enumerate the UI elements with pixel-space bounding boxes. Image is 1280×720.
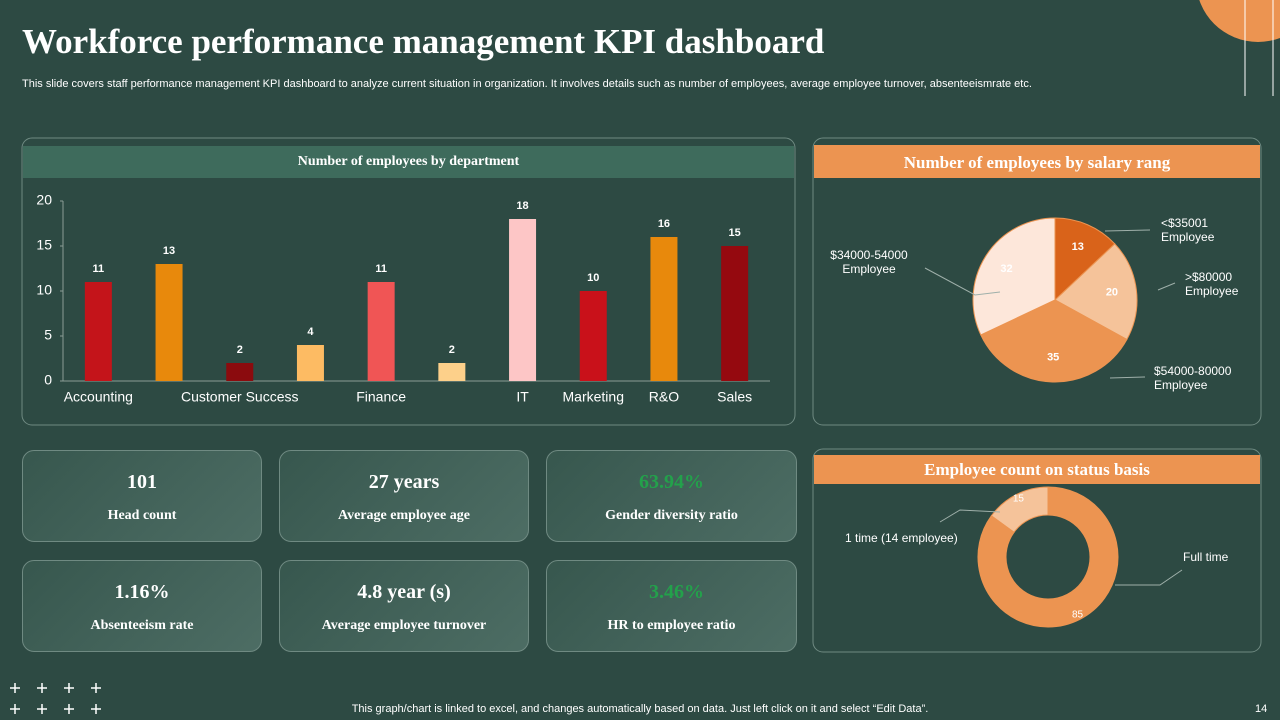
value-label: 10 bbox=[587, 272, 599, 284]
panel bbox=[812, 137, 1262, 426]
kpi-card: 4.8 year (s) Average employee turnover bbox=[279, 560, 529, 652]
kpi-value: 27 years bbox=[368, 471, 440, 493]
pie-slice bbox=[1054, 217, 1116, 302]
kpi-card: 63.94% Gender diversity ratio bbox=[546, 450, 797, 542]
value-label: 15 bbox=[1013, 494, 1025, 505]
leader-line bbox=[924, 267, 1001, 296]
bar bbox=[226, 363, 254, 381]
panel-header bbox=[23, 146, 794, 178]
x-tick-label: Customer Success bbox=[181, 389, 298, 405]
panel-title: Employee count on status basis bbox=[924, 460, 1150, 479]
leader-line bbox=[1109, 376, 1146, 379]
y-tick-label: 0 bbox=[44, 372, 52, 388]
value-label: 11 bbox=[93, 263, 105, 275]
subtitle: This slide covers staff performance mana… bbox=[22, 78, 1032, 90]
kpi-value: 63.94% bbox=[639, 471, 704, 493]
panel-title: Number of employees by department bbox=[297, 154, 520, 169]
panel-header bbox=[814, 145, 1260, 178]
value-label: 15 bbox=[729, 227, 741, 239]
x-tick-label: Finance bbox=[356, 389, 406, 405]
leader-line bbox=[1157, 282, 1176, 291]
slice-label: >$80000 Employee bbox=[1185, 270, 1239, 298]
bar bbox=[438, 363, 466, 381]
value-label: 13 bbox=[1072, 241, 1084, 253]
kpi-value: 3.46% bbox=[649, 581, 704, 603]
page-number: 14 bbox=[1255, 703, 1268, 715]
kpi-label: Average employee turnover bbox=[321, 618, 487, 633]
pie-slice bbox=[1054, 243, 1138, 341]
value-label: 20 bbox=[1106, 287, 1118, 299]
kpi-label: Absenteeism rate bbox=[90, 618, 194, 633]
value-label: 13 bbox=[163, 245, 175, 257]
slice-label: 1 time (14 employee) bbox=[845, 531, 958, 545]
x-tick-label: IT bbox=[516, 389, 529, 405]
bar bbox=[155, 264, 183, 381]
kpi-card: 101 Head count bbox=[22, 450, 262, 542]
x-tick-label: Sales bbox=[717, 389, 752, 405]
title: Workforce performance management KPI das… bbox=[22, 22, 825, 61]
panel-header bbox=[814, 455, 1260, 484]
value-label: 85 bbox=[1072, 610, 1084, 621]
value-label: 2 bbox=[449, 344, 455, 356]
y-tick-label: 15 bbox=[36, 237, 52, 253]
donut-slice bbox=[977, 486, 1119, 628]
pie-slice bbox=[980, 299, 1128, 383]
kpi-card: 27 years Average employee age bbox=[279, 450, 529, 542]
value-label: 16 bbox=[658, 218, 670, 230]
panel-title: Number of employees by salary rang bbox=[903, 153, 1171, 172]
bar bbox=[84, 282, 112, 381]
panel bbox=[21, 137, 796, 426]
leader-line bbox=[1115, 569, 1183, 586]
leader-line bbox=[1104, 229, 1151, 232]
bar bbox=[650, 237, 678, 381]
x-tick-label: Marketing bbox=[563, 389, 624, 405]
kpi-label: Gender diversity ratio bbox=[605, 508, 738, 523]
y-tick-label: 5 bbox=[44, 327, 52, 343]
value-label: 35 bbox=[1047, 351, 1059, 363]
bar bbox=[296, 345, 324, 381]
bar bbox=[579, 291, 607, 381]
decor-circle bbox=[1199, 0, 1280, 42]
value-label: 11 bbox=[375, 263, 387, 275]
slice-label: $54000-80000 Employee bbox=[1154, 364, 1232, 392]
value-label: 32 bbox=[1000, 263, 1012, 275]
pie-slice bbox=[972, 217, 1056, 336]
value-label: 4 bbox=[307, 326, 314, 338]
kpi-value: 1.16% bbox=[114, 581, 170, 603]
kpi-card: 3.46% HR to employee ratio bbox=[546, 560, 797, 652]
kpi-card: 1.16% Absenteeism rate bbox=[22, 560, 262, 652]
x-tick-label: R&O bbox=[649, 389, 679, 405]
panel bbox=[812, 448, 1262, 653]
bar bbox=[721, 246, 749, 381]
bar bbox=[367, 282, 395, 381]
leader-line bbox=[939, 509, 1001, 523]
value-label: 2 bbox=[237, 344, 243, 356]
footer: This graph/chart is linked to excel, and… bbox=[351, 703, 929, 715]
decor-plus bbox=[10, 683, 101, 714]
slice-label: $34000-54000 Employee bbox=[830, 248, 908, 276]
y-tick-label: 10 bbox=[36, 282, 52, 298]
bar bbox=[509, 219, 537, 381]
x-tick-label: Accounting bbox=[64, 389, 133, 405]
y-tick-label: 20 bbox=[36, 192, 52, 208]
kpi-label: HR to employee ratio bbox=[607, 618, 736, 633]
slice-label: Full time bbox=[1183, 550, 1229, 564]
kpi-value: 101 bbox=[127, 471, 157, 493]
value-label: 18 bbox=[516, 200, 528, 212]
kpi-label: Head count bbox=[107, 508, 177, 523]
kpi-value: 4.8 year (s) bbox=[357, 581, 451, 603]
kpi-label: Average employee age bbox=[338, 508, 470, 523]
slice-label: <$35001 Employee bbox=[1161, 216, 1215, 244]
